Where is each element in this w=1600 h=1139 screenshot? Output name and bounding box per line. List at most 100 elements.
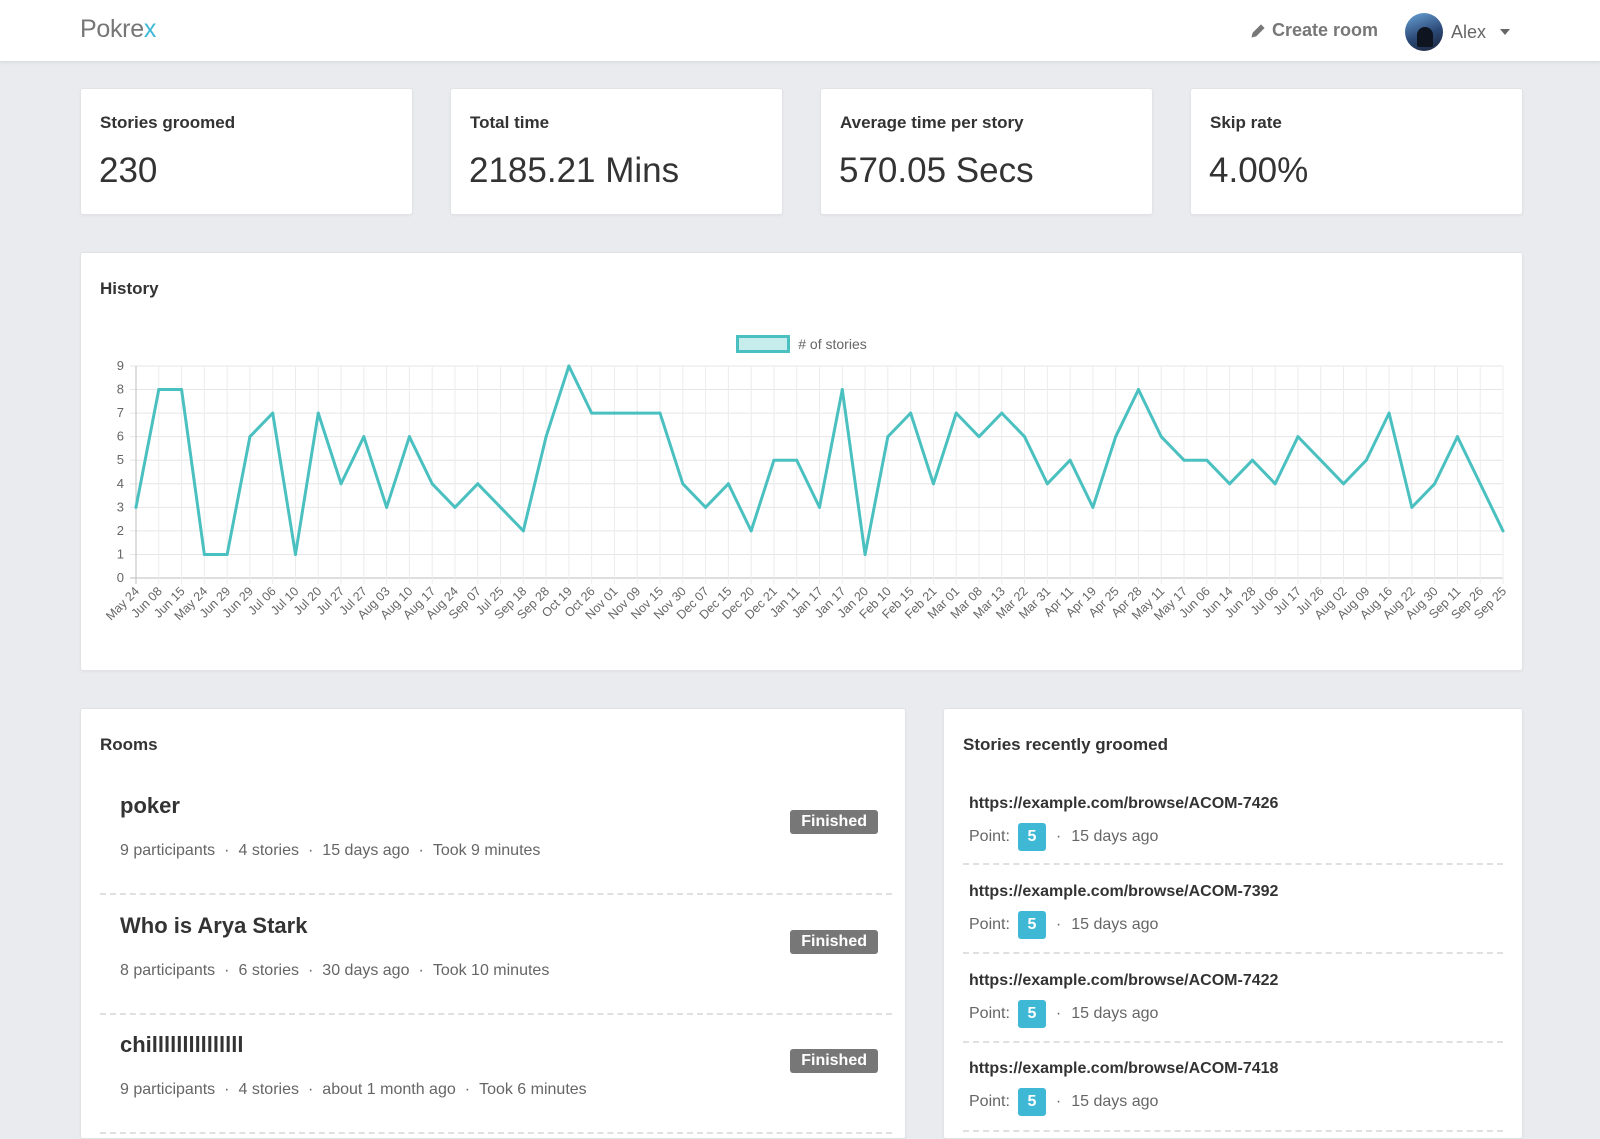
- data-point: [453, 505, 457, 509]
- room-name[interactable]: chilllllllllllllll: [120, 1032, 244, 1057]
- data-point: [248, 435, 252, 439]
- point-badge: 5: [1017, 1000, 1046, 1028]
- data-point: [954, 411, 958, 415]
- stat-value: 2185.21 Mins: [469, 151, 680, 190]
- room-meta: 8 participants · 6 stories · 30 days ago · Too…: [120, 962, 550, 979]
- data-point: [157, 388, 161, 392]
- room-participants: 9 participants: [120, 842, 216, 859]
- data-point: [704, 505, 708, 509]
- story-link[interactable]: https://example.com/browse/ACOM-7418: [969, 1060, 1279, 1077]
- data-point: [1114, 435, 1118, 439]
- room-duration: Took 10 minutes: [432, 962, 550, 979]
- point-badge: 5: [1017, 1088, 1046, 1116]
- user-menu[interactable]: Alex: [1405, 13, 1511, 51]
- data-point: [1182, 458, 1186, 462]
- create-room-label: Create room: [1272, 20, 1379, 40]
- data-point: [1250, 458, 1254, 462]
- y-tick-label: 4: [117, 476, 124, 491]
- story-item: https://example.com/browse/ACOM-7392 Poi…: [963, 883, 1503, 954]
- pencil-icon: [1251, 23, 1265, 38]
- create-room-button[interactable]: Create room: [1250, 20, 1378, 41]
- room-name[interactable]: Who is Arya Stark: [120, 913, 308, 938]
- chevron-down-icon: [1500, 29, 1511, 35]
- data-point: [1296, 435, 1300, 439]
- story-link[interactable]: https://example.com/browse/ACOM-7392: [969, 883, 1279, 900]
- data-point: [1387, 411, 1391, 415]
- y-tick-label: 0: [117, 570, 124, 585]
- room-stories: 6 stories: [238, 962, 299, 979]
- data-point: [1478, 482, 1482, 486]
- story-item: https://example.com/browse/ACOM-7418 Poi…: [963, 1060, 1503, 1132]
- data-point: [818, 505, 821, 509]
- data-point: [271, 411, 275, 415]
- brand-accent: x: [143, 15, 157, 43]
- y-tick-label: 9: [117, 358, 124, 373]
- chart-legend[interactable]: # of stories: [81, 335, 1522, 353]
- data-point: [1273, 482, 1277, 486]
- room-stories: 4 stories: [238, 842, 299, 859]
- story-meta: Point: 5 · 15 days ago: [969, 1088, 1158, 1116]
- room-item[interactable]: chilllllllllllllll 9 participants · 4 stor…: [100, 1032, 892, 1134]
- data-point: [1455, 435, 1459, 439]
- room-participants: 9 participants: [120, 1081, 216, 1098]
- room-name[interactable]: poker: [120, 793, 180, 818]
- data-point: [1023, 435, 1027, 439]
- y-tick-label: 2: [117, 523, 124, 538]
- stat-label: Total time: [470, 113, 550, 132]
- top-navbar: Pokrex Create room Alex: [0, 0, 1600, 62]
- story-time-ago: 15 days ago: [1071, 828, 1159, 845]
- room-stories: 4 stories: [238, 1081, 299, 1098]
- rooms-title: Rooms: [100, 735, 158, 754]
- data-point: [1501, 529, 1505, 533]
- stat-value: 570.05 Secs: [839, 151, 1034, 190]
- story-meta: Point: 5 · 15 days ago: [969, 1000, 1158, 1028]
- data-point: [612, 411, 616, 415]
- data-point: [749, 529, 753, 533]
- room-duration: Took 9 minutes: [432, 842, 541, 859]
- story-link[interactable]: https://example.com/browse/ACOM-7422: [969, 972, 1279, 989]
- data-point: [202, 552, 206, 556]
- story-time-ago: 15 days ago: [1071, 1005, 1159, 1022]
- data-point: [658, 411, 662, 415]
- story-meta: Point: 5 · 15 days ago: [969, 823, 1158, 851]
- data-point: [180, 388, 184, 392]
- data-point: [1000, 411, 1004, 415]
- data-point: [567, 364, 571, 368]
- stat-card-stories-groomed: Stories groomed 230: [80, 88, 413, 215]
- brand-logo[interactable]: Pokrex: [80, 15, 156, 44]
- stories-title: Stories recently groomed: [963, 735, 1169, 754]
- data-point: [407, 435, 411, 439]
- data-point: [635, 411, 639, 415]
- data-point: [362, 435, 366, 439]
- data-point: [339, 482, 343, 486]
- brand-text: Pokre: [80, 15, 144, 43]
- room-item[interactable]: Who is Arya Stark 8 participants · 6 stori…: [100, 913, 892, 1015]
- data-point: [1410, 505, 1414, 509]
- stat-label: Average time per story: [840, 113, 1024, 132]
- data-point: [1342, 482, 1346, 486]
- room-duration: Took 6 minutes: [479, 1081, 587, 1098]
- legend-label: # of stories: [798, 336, 867, 352]
- y-tick-label: 8: [117, 382, 124, 397]
- data-point: [293, 552, 297, 556]
- y-tick-label: 6: [117, 429, 124, 444]
- room-time-ago: 15 days ago: [322, 842, 410, 859]
- story-link[interactable]: https://example.com/browse/ACOM-7426: [969, 795, 1279, 812]
- data-point: [385, 505, 389, 509]
- story-item: https://example.com/browse/ACOM-7422 Poi…: [963, 972, 1503, 1043]
- data-point: [1136, 388, 1140, 392]
- data-point: [544, 435, 548, 439]
- data-point: [476, 482, 480, 486]
- room-item[interactable]: poker 9 participants · 4 stories · 15 days a…: [100, 793, 892, 895]
- stories-card: Stories recently groomed https://example…: [943, 708, 1523, 1139]
- point-label: Point:: [969, 1005, 1010, 1022]
- data-point: [134, 505, 138, 509]
- stat-value: 4.00%: [1209, 151, 1309, 190]
- data-point: [499, 505, 503, 509]
- room-meta: 9 participants · 4 stories · about 1 month a…: [120, 1081, 587, 1098]
- data-point: [316, 411, 320, 415]
- y-tick-label: 5: [117, 452, 124, 467]
- data-point: [909, 411, 913, 415]
- data-point: [977, 435, 981, 439]
